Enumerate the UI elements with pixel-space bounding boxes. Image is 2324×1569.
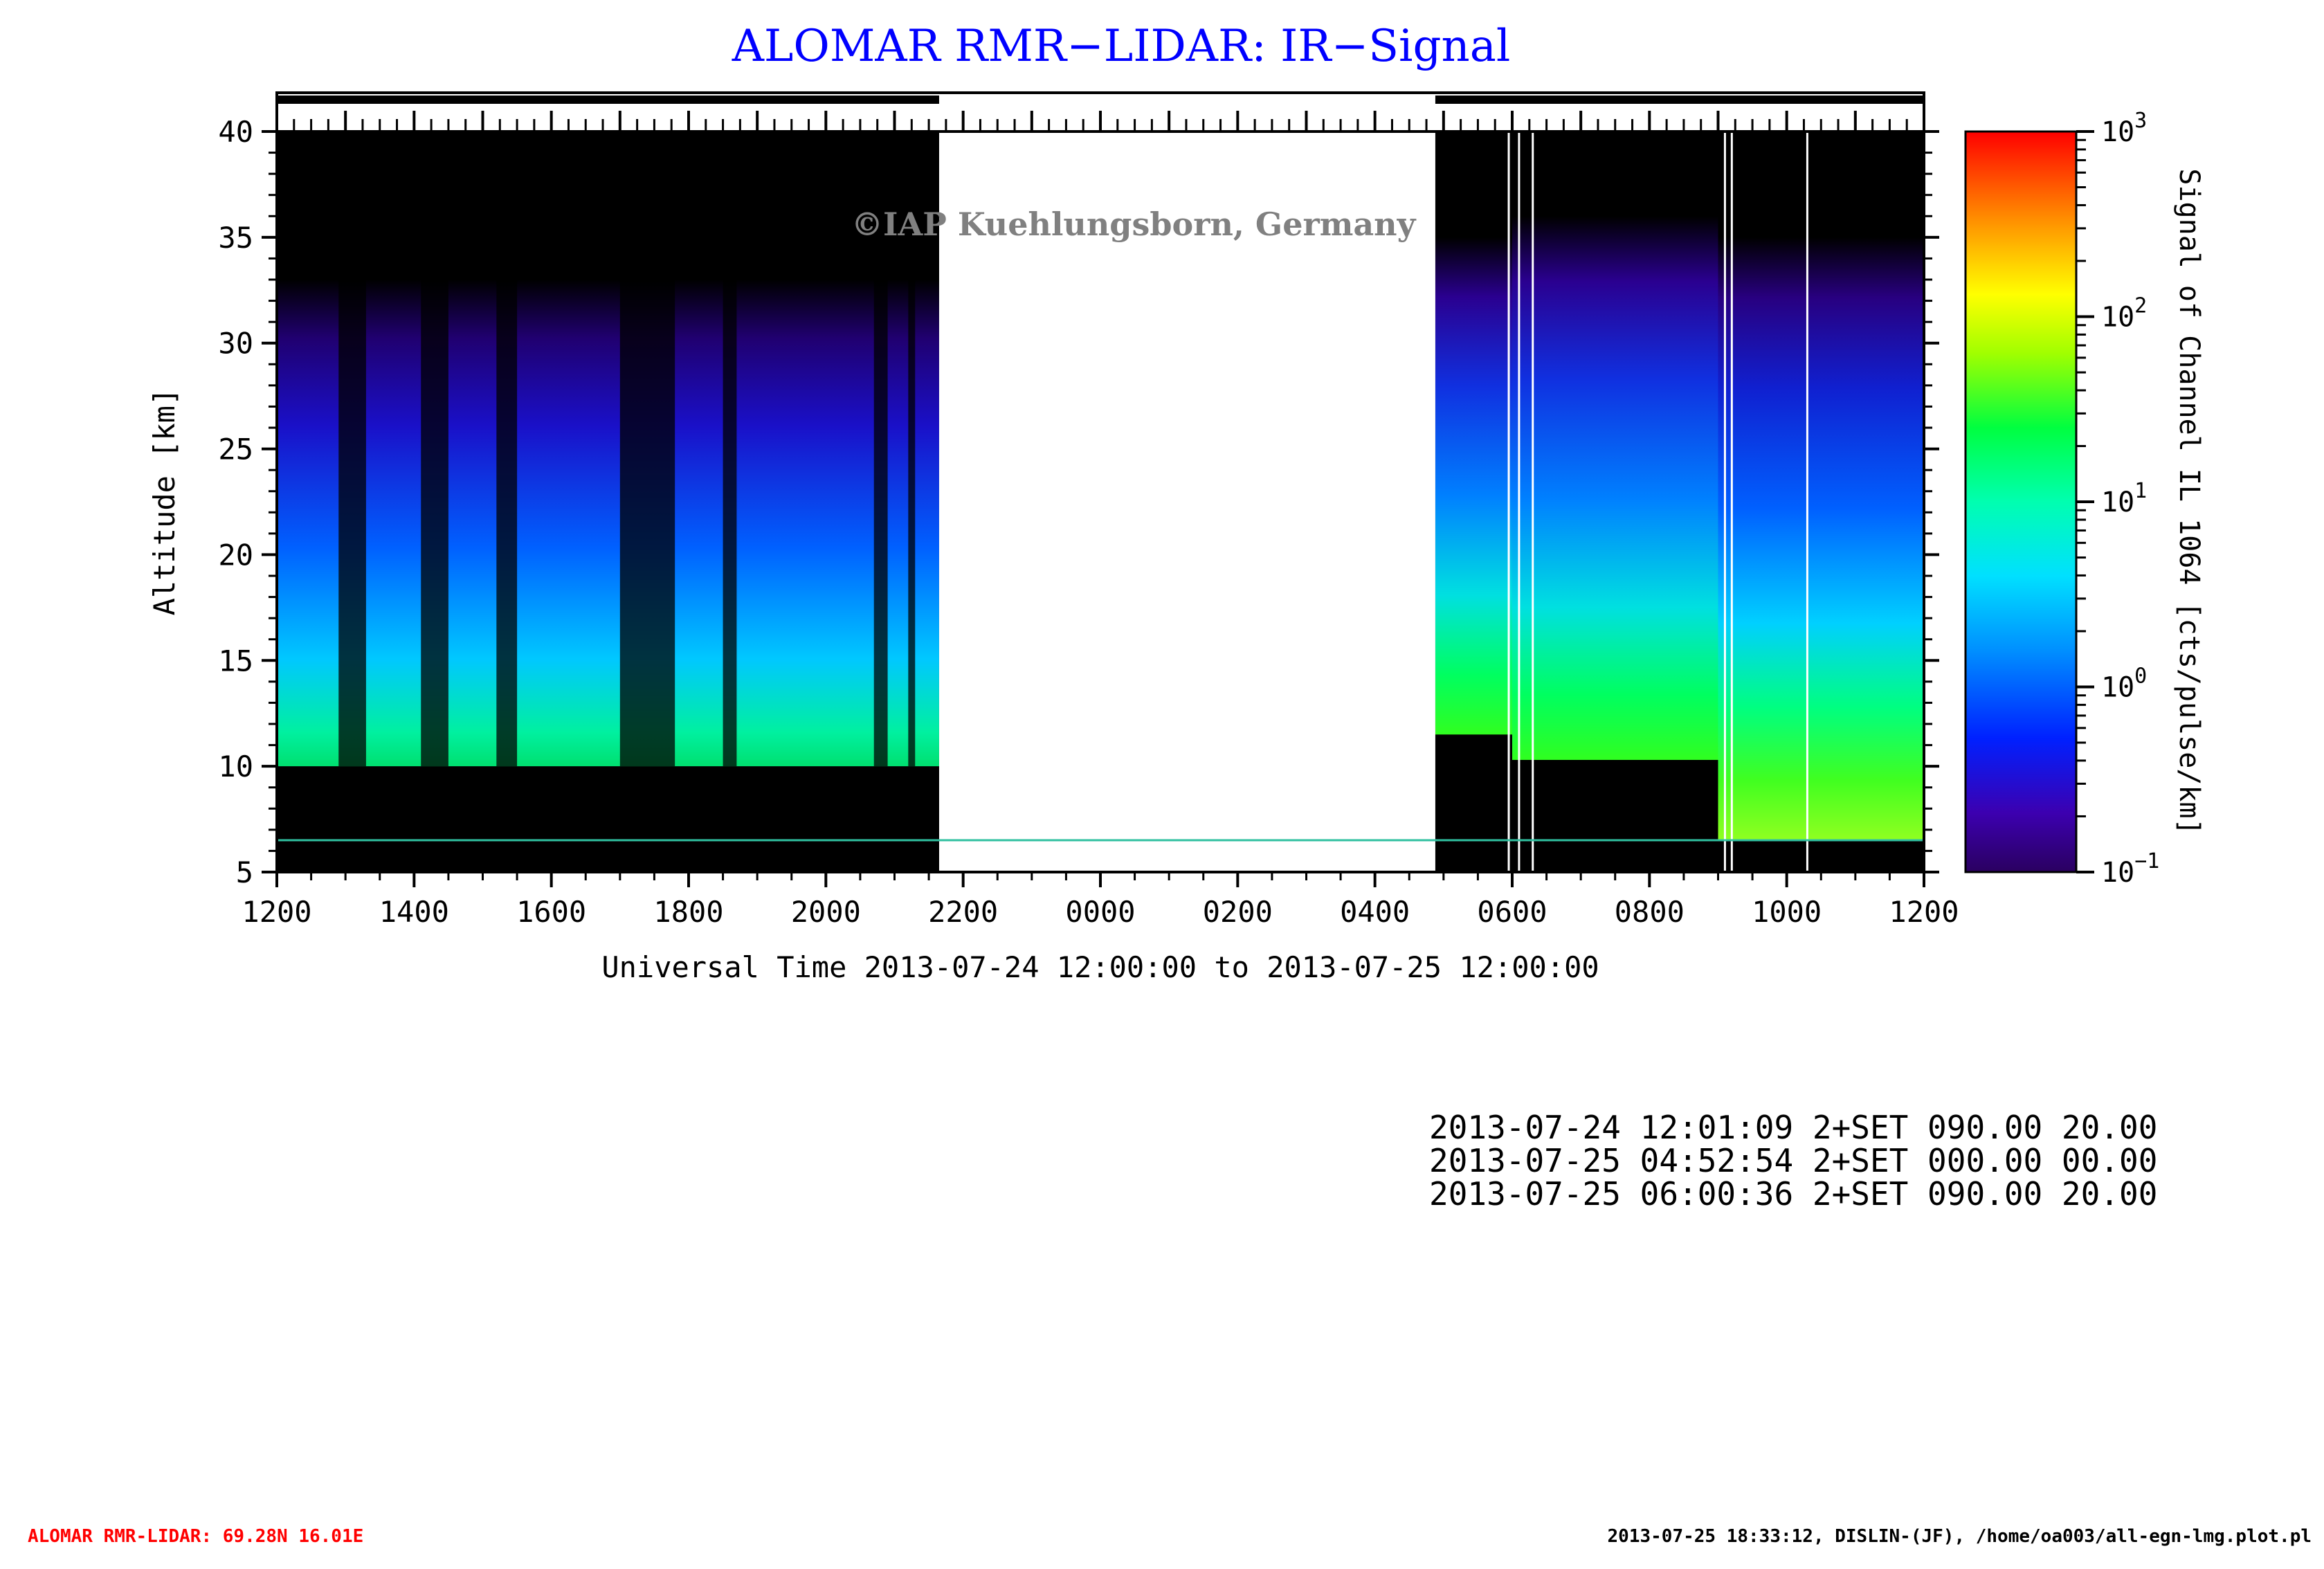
status-bar-fills: [277, 96, 1924, 104]
y-tick-label: 10: [218, 750, 253, 783]
signal-layer: [277, 131, 1924, 872]
signal-band: [277, 280, 939, 767]
y-tick-label: 20: [218, 538, 253, 572]
x-tick-label: 1000: [1752, 895, 1822, 929]
y-tick-label: 30: [218, 327, 253, 361]
x-tick-label: 1800: [653, 895, 723, 929]
x-tick-label: 0800: [1615, 895, 1685, 929]
x-tick-label: 1600: [516, 895, 586, 929]
plot-area: [275, 91, 1925, 873]
status-bar-fill: [1435, 96, 1924, 104]
no-data-region: [938, 131, 1435, 872]
footer-generator: 2013-07-25 18:33:12, DISLIN-(JF), /home/…: [1608, 1526, 2312, 1547]
y-tick-label: 25: [218, 433, 253, 466]
x-tick-label: 0600: [1477, 895, 1547, 929]
y-axis-label: Altitude [km]: [147, 388, 181, 616]
signal-band: [1718, 237, 1924, 841]
x-tick-label: 1400: [379, 895, 449, 929]
x-tick-label: 1200: [242, 895, 311, 929]
signal-gap: [421, 131, 448, 767]
info-line: 2013-07-25 06:00:36 2+SET 090.00 20.00: [1429, 1175, 2157, 1213]
signal-gap: [873, 131, 888, 767]
colorbar-tick-label: 101: [2101, 479, 2147, 518]
colorbar: 103 102 101 100 10−1: [1964, 109, 2159, 889]
colorbar-tick-label: 10−1: [2101, 849, 2159, 889]
colorbar-tick-label: 100: [2101, 664, 2147, 704]
footer-location: ALOMAR RMR-LIDAR: 69.28N 16.01E: [28, 1526, 363, 1547]
x-tick-label: 2200: [928, 895, 998, 929]
signal-gap: [338, 131, 366, 767]
signal-gap: [619, 131, 675, 767]
signal-gap: [723, 131, 737, 767]
info-line: 2013-07-24 12:01:09 2+SET 090.00 20.00: [1429, 1109, 2157, 1146]
y-axis: 5 10 15 20 25 30 35 40: [218, 115, 1939, 889]
x-tick-label: 0400: [1340, 895, 1410, 929]
colorbar-gradient: [1964, 130, 2078, 873]
info-block: 2013-07-24 12:01:09 2+SET 090.00 20.00 2…: [1429, 1109, 2157, 1213]
x-tick-label: 0000: [1065, 895, 1135, 929]
watermark: ©IAP Kuehlungsborn, Germany: [851, 206, 1417, 243]
signal-band: [1435, 237, 1512, 735]
y-tick-label: 15: [218, 644, 253, 678]
y-tick-label: 5: [236, 855, 253, 889]
y-tick-label: 40: [218, 115, 253, 149]
colorbar-ticks: 103 102 101 100 10−1: [2076, 109, 2159, 889]
signal-gap: [908, 131, 916, 767]
status-bar-fill: [277, 96, 939, 104]
chart-title: ALOMAR RMR−LIDAR: IR−Signal: [732, 21, 1511, 72]
signal-band: [1512, 216, 1718, 760]
colorbar-tick-label: 102: [2101, 294, 2147, 334]
colorbar-tick-label: 103: [2101, 109, 2147, 148]
x-tick-label: 2000: [791, 895, 861, 929]
x-axis-label: Universal Time 2013-07-24 12:00:00 to 20…: [601, 950, 1599, 984]
x-axis: 1200 1400 1600 1800 2000 2200 0000 0200 0400 0600…: [242, 872, 1959, 929]
x-tick-label: 0200: [1203, 895, 1273, 929]
colorbar-label: Signal of Channel IL 1064 [cts/pulse/km]: [2173, 168, 2205, 835]
status-bar-ticks: [275, 111, 1925, 131]
info-line: 2013-07-25 04:52:54 2+SET 000.00 00.00: [1429, 1142, 2157, 1179]
y-tick-label: 35: [218, 221, 253, 255]
signal-gap: [496, 131, 518, 767]
x-tick-label: 1200: [1889, 895, 1959, 929]
